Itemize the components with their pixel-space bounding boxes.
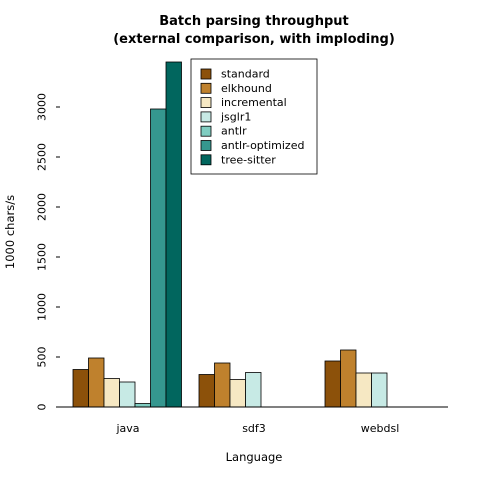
bar-tree-sitter-java: [165, 61, 182, 408]
legend-swatch-elkhound: [200, 82, 212, 94]
y-tick-label-2000: 2000: [36, 193, 49, 221]
legend-label-tree-sitter: tree-sitter: [221, 153, 276, 166]
bar-jsglr1-webdsl: [371, 372, 388, 408]
bar-elkhound-java: [88, 357, 105, 408]
bar-standard-java: [72, 369, 89, 408]
bars-group: [72, 61, 388, 408]
x-tick-label-webdsl: webdsl: [361, 422, 400, 435]
y-tick-label-0: 0: [36, 404, 49, 411]
chart-title-line2: (external comparison, with imploding): [113, 32, 395, 47]
y-axis-label: 1000 chars/s: [3, 195, 17, 269]
bar-antlr-optimized-java: [150, 108, 167, 408]
bar-jsglr1-java: [119, 381, 136, 408]
legend-label-antlr: antlr: [221, 125, 247, 138]
bar-standard-sdf3: [198, 374, 215, 408]
chart-title-line1: Batch parsing throughput: [159, 14, 349, 29]
legend-label-elkhound: elkhound: [221, 82, 272, 95]
legend-swatch-tree-sitter: [200, 154, 212, 166]
bar-incremental-java: [103, 378, 120, 408]
bar-antlr-java: [134, 403, 151, 408]
legend-swatch-antlr: [200, 125, 212, 137]
legend-label-incremental: incremental: [221, 96, 287, 109]
x-tick-label-java: java: [115, 422, 139, 435]
y-tick-label-1000: 1000: [36, 293, 49, 321]
bar-jsglr1-sdf3: [245, 372, 262, 408]
x-tick-label-sdf3: sdf3: [242, 422, 266, 435]
x-tick-labels: java sdf3 webdsl: [115, 422, 399, 435]
bar-standard-webdsl: [324, 360, 341, 408]
legend-label-standard: standard: [221, 68, 270, 81]
x-axis-label: Language: [226, 450, 283, 464]
y-ticks: 0 500 1000 1500 2000 2500 3000: [36, 93, 60, 411]
legend-swatch-jsglr1: [200, 111, 212, 123]
bar-incremental-sdf3: [229, 379, 246, 408]
y-tick-label-2500: 2500: [36, 143, 49, 171]
legend-label-antlr-optimized: antlr-optimized: [221, 139, 304, 152]
bar-elkhound-sdf3: [214, 362, 231, 408]
y-tick-label-1500: 1500: [36, 243, 49, 271]
legend-swatch-standard: [200, 68, 212, 80]
y-tick-label-500: 500: [36, 347, 49, 368]
legend-label-jsglr1: jsglr1: [220, 110, 251, 123]
legend-box: [190, 58, 318, 175]
legend-swatch-antlr-optimized: [200, 140, 212, 151]
bar-incremental-webdsl: [355, 372, 372, 408]
y-tick-label-3000: 3000: [36, 93, 49, 121]
legend-swatch-incremental: [200, 97, 212, 108]
bar-elkhound-webdsl: [340, 349, 357, 408]
